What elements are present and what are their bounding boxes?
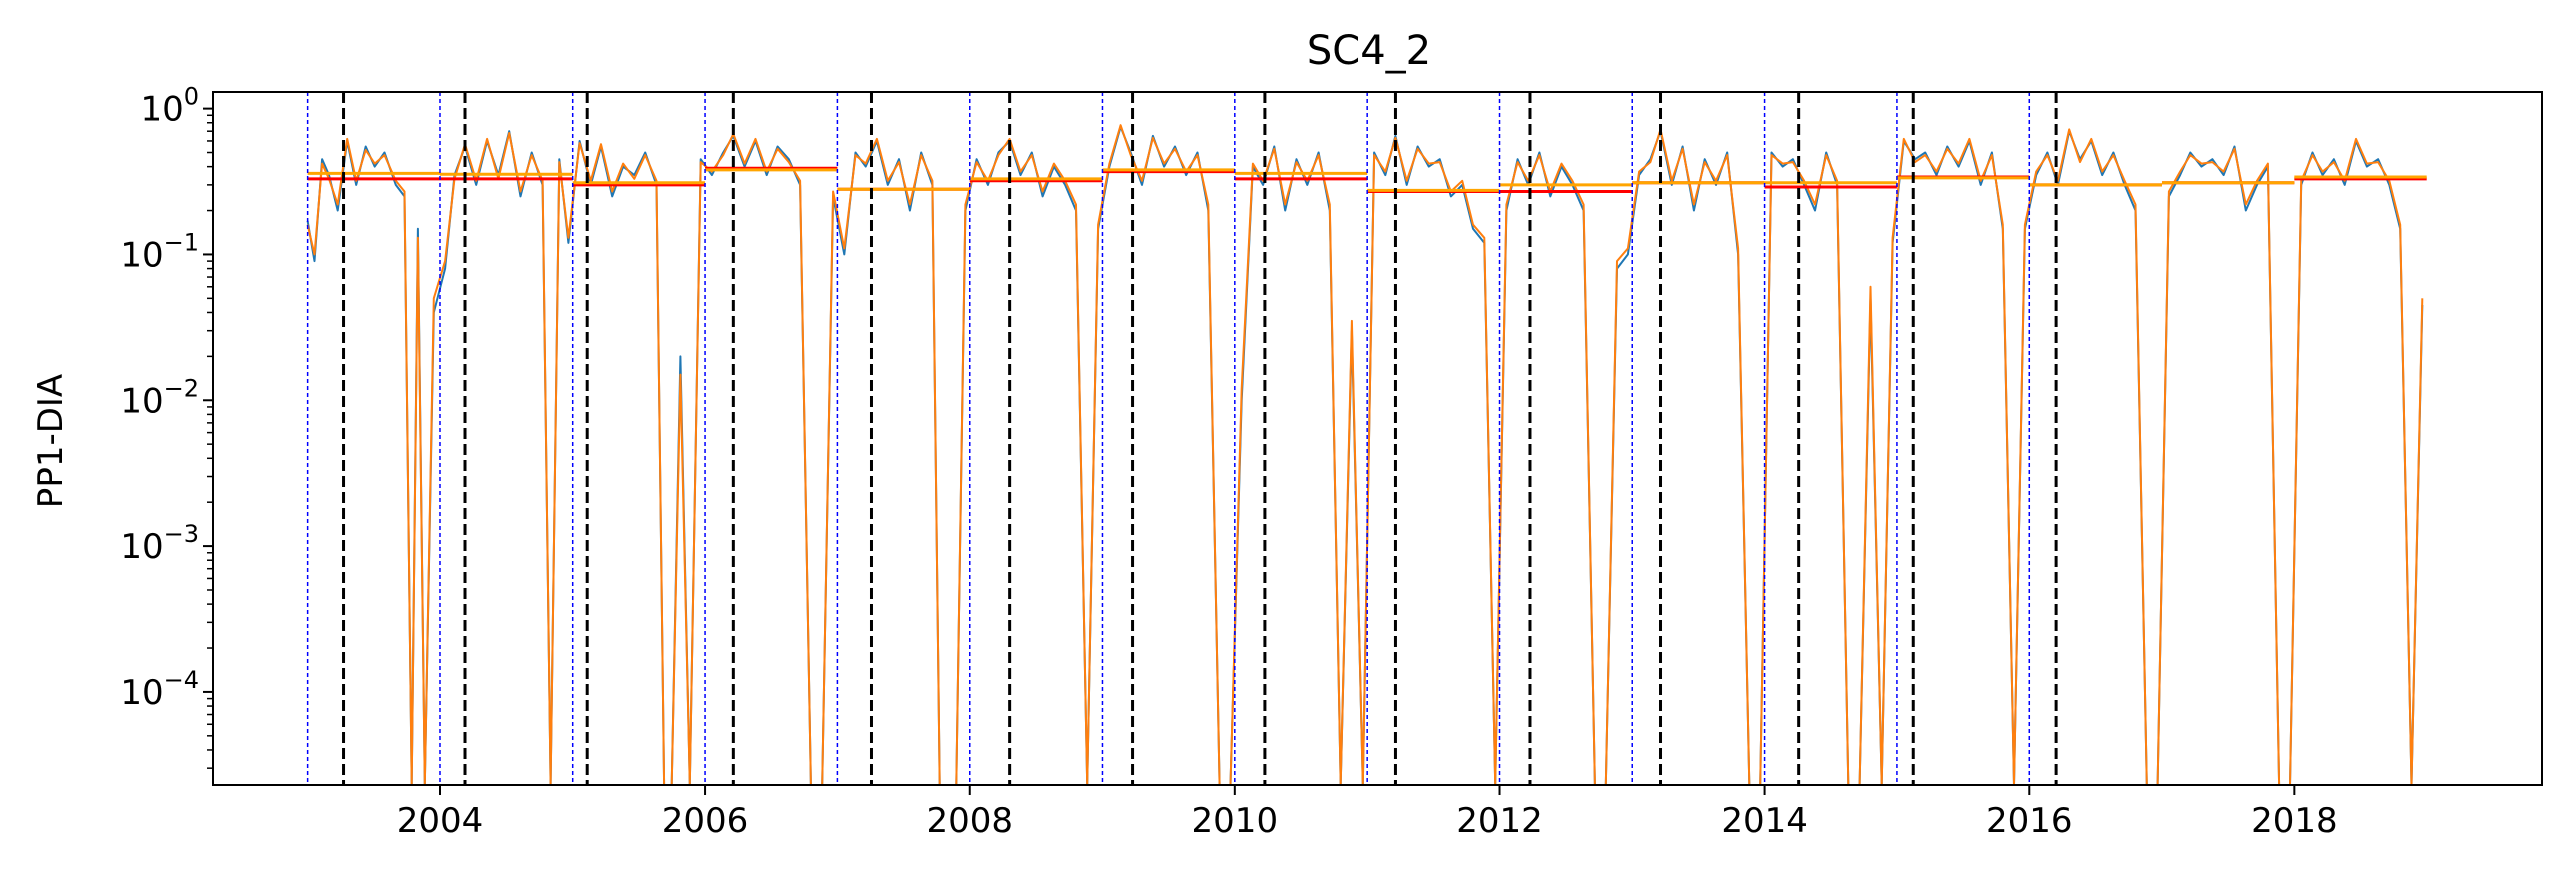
x-tick-label: 2014	[1721, 801, 1808, 841]
plot-frame	[212, 91, 2543, 786]
y-tick-label: 100	[140, 83, 199, 130]
x-tick-label: 2016	[1986, 801, 2073, 841]
plot-area	[306, 92, 2427, 785]
y-tick-label: 10−2	[120, 374, 199, 421]
x-tick-label: 2010	[1192, 801, 1279, 841]
plot-content	[306, 92, 2427, 785]
axes: 2004 2006 2008 2010 2012 2014 2016 2018 100 10−1 1…	[120, 83, 2337, 841]
y-axis-label: PP1-DIA	[31, 374, 71, 508]
y-tick-label: 10−1	[120, 228, 199, 275]
x-tick-label: 2012	[1456, 801, 1543, 841]
x-tick-label: 2008	[926, 801, 1013, 841]
x-tick-label: 2004	[397, 801, 484, 841]
series-line-2	[306, 124, 2424, 785]
x-tick-label: 2006	[662, 801, 749, 841]
y-tick-label: 10−3	[120, 520, 199, 567]
x-tick-label: 2018	[2251, 801, 2338, 841]
chart-title: SC4_2	[1307, 28, 1431, 74]
y-tick-label: 10−4	[120, 666, 199, 713]
